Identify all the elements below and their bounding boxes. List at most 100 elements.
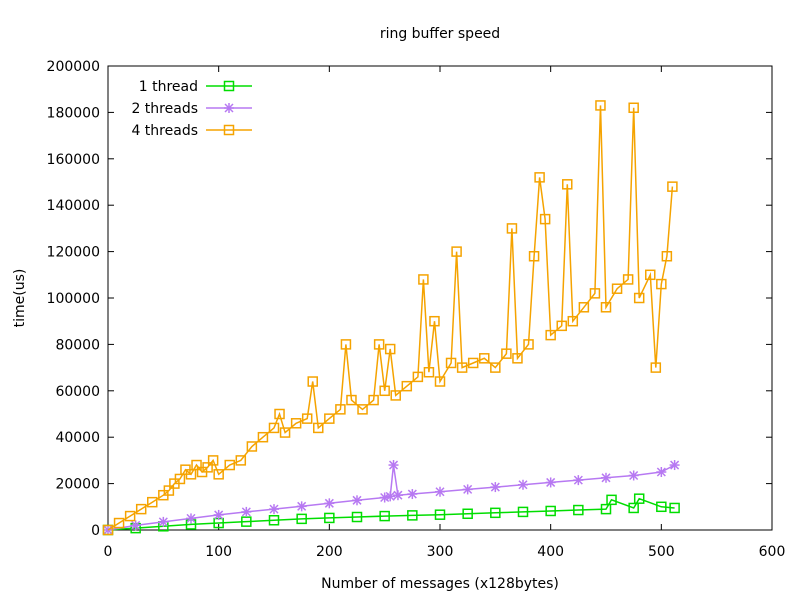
- data-point: [669, 502, 680, 514]
- y-tick-label: 180000: [47, 105, 100, 121]
- data-point: [368, 394, 379, 406]
- data-point: [279, 427, 291, 438]
- data-point: [401, 380, 413, 392]
- data-point: [235, 455, 247, 466]
- data-point: [479, 353, 490, 364]
- data-point: [113, 517, 125, 529]
- legend-label: 4 threads: [131, 123, 198, 139]
- x-tick-label: 300: [427, 544, 454, 560]
- data-point: [135, 503, 147, 515]
- data-point: [158, 516, 169, 527]
- data-point: [435, 486, 445, 497]
- data-point: [324, 413, 335, 424]
- data-point: [595, 100, 606, 111]
- data-point: [340, 339, 352, 350]
- data-point: [392, 490, 403, 501]
- data-point: [562, 179, 573, 190]
- data-point: [451, 246, 462, 257]
- x-tick-label: 500: [648, 544, 675, 560]
- data-point: [379, 510, 390, 522]
- legend-marker: [223, 80, 235, 92]
- data-point: [518, 479, 528, 490]
- x-tick-label: 0: [104, 544, 113, 560]
- data-point: [667, 181, 678, 192]
- data-point: [656, 278, 667, 290]
- data-point: [124, 510, 136, 522]
- data-point: [628, 470, 639, 481]
- data-point: [335, 404, 346, 415]
- data-point: [528, 250, 540, 262]
- data-point: [429, 315, 440, 327]
- series-line: [107, 497, 675, 531]
- data-point: [130, 520, 141, 531]
- data-point: [257, 431, 269, 443]
- series-1: [102, 493, 680, 536]
- data-point: [601, 472, 611, 483]
- data-point: [313, 422, 324, 434]
- data-point: [512, 353, 523, 364]
- y-tick-label: 20000: [55, 477, 100, 493]
- data-point: [290, 418, 302, 429]
- plot-border: [107, 65, 773, 531]
- data-point: [174, 473, 186, 485]
- data-point: [385, 491, 396, 502]
- data-point: [490, 507, 501, 519]
- data-point: [462, 508, 473, 520]
- x-tick-label: 100: [205, 544, 232, 560]
- data-point: [650, 362, 662, 373]
- data-point: [434, 376, 446, 387]
- data-point: [351, 511, 363, 523]
- y-tick-label: 60000: [55, 384, 100, 400]
- data-point: [556, 320, 567, 332]
- data-point: [589, 288, 601, 299]
- data-point: [412, 371, 424, 383]
- data-point: [418, 274, 429, 285]
- data-point: [388, 460, 399, 471]
- data-point: [324, 498, 335, 509]
- data-point: [241, 516, 252, 527]
- y-axis-label: time(us): [12, 269, 28, 328]
- y-tick-label: 120000: [47, 245, 100, 261]
- data-point: [573, 504, 584, 516]
- series-2: [103, 460, 680, 535]
- data-point: [301, 413, 313, 424]
- data-point: [501, 348, 512, 359]
- data-point: [390, 390, 401, 401]
- data-point: [213, 469, 224, 480]
- data-point: [633, 493, 645, 504]
- x-axis-ticks: 0 100 200 300 400 500 600: [104, 66, 785, 560]
- legend-label: 1 thread: [139, 79, 198, 95]
- data-point: [296, 501, 307, 512]
- data-point: [622, 274, 634, 285]
- data-point: [462, 484, 473, 495]
- data-point: [185, 469, 197, 480]
- data-point: [539, 213, 551, 225]
- y-tick-label: 200000: [47, 59, 100, 75]
- data-point: [379, 385, 390, 397]
- data-point: [407, 510, 418, 521]
- data-point: [423, 366, 435, 378]
- x-tick-label: 400: [537, 544, 564, 560]
- data-point: [467, 357, 479, 369]
- data-point: [224, 459, 235, 471]
- data-point: [202, 462, 213, 473]
- data-point: [573, 475, 584, 486]
- legend-item: 2 threads: [131, 101, 252, 117]
- data-point: [384, 343, 396, 355]
- y-tick-label: 160000: [47, 152, 100, 168]
- data-point: [656, 501, 667, 513]
- data-point: [324, 512, 335, 524]
- series-line: [107, 105, 674, 531]
- chart-title: ring buffer speed: [380, 26, 500, 42]
- legend-item: 4 threads: [131, 123, 252, 139]
- data-point: [207, 455, 219, 466]
- data-point: [606, 494, 617, 506]
- data-point: [296, 513, 307, 525]
- legend-marker: [224, 103, 234, 113]
- data-point: [307, 376, 318, 387]
- data-point: [163, 485, 175, 496]
- data-point: [545, 477, 556, 488]
- legend: 1 thread 2 threads 4 threads: [131, 79, 252, 139]
- data-point: [213, 509, 224, 520]
- data-point: [578, 302, 590, 313]
